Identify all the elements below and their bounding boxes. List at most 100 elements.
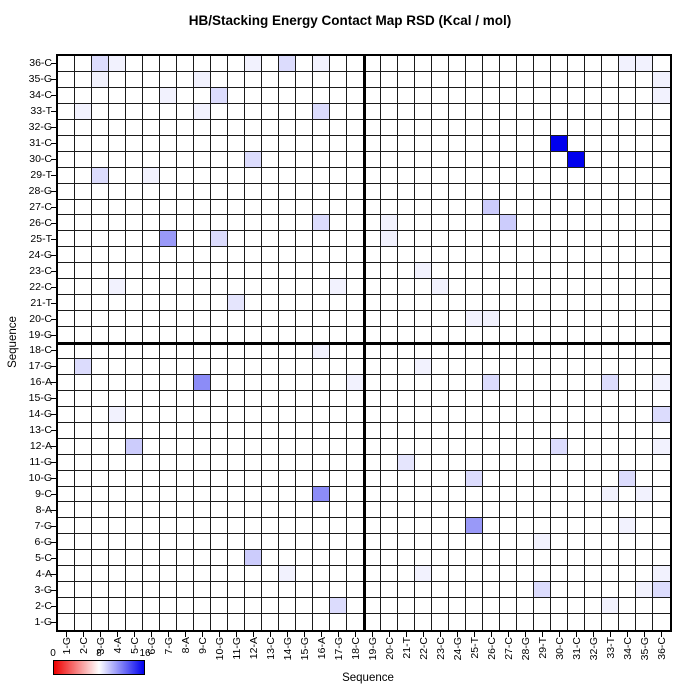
y-axis-tick: [51, 462, 56, 464]
heatmap-cell: [194, 103, 211, 120]
heatmap-cell: [228, 390, 245, 407]
heatmap-cell: [330, 247, 347, 264]
heatmap-cell: [177, 119, 194, 136]
heatmap-cell: [568, 406, 585, 423]
heatmap-cell: [313, 343, 330, 359]
heatmap-cell: [313, 374, 330, 391]
heatmap-cell: [143, 550, 160, 567]
heatmap-cell: [58, 247, 75, 264]
heatmap-cell: [313, 406, 330, 423]
heatmap-cell: [568, 343, 585, 359]
heatmap-cell: [398, 454, 415, 471]
heatmap-cell: [347, 518, 364, 535]
heatmap-cell: [500, 119, 517, 136]
heatmap-cell: [194, 56, 211, 72]
heatmap-cell: [602, 71, 619, 88]
heatmap-cell: [636, 199, 653, 216]
heatmap-cell: [262, 374, 279, 391]
heatmap-cell: [364, 231, 381, 248]
heatmap-cell: [534, 103, 551, 120]
heatmap-cell: [92, 406, 109, 423]
heatmap-cell: [296, 550, 313, 567]
heatmap-cell: [296, 502, 313, 519]
heatmap-cell: [228, 582, 245, 599]
heatmap-cell: [92, 279, 109, 296]
heatmap-cell: [245, 486, 262, 503]
heatmap-cell: [160, 87, 177, 104]
heatmap-cell: [364, 390, 381, 407]
heatmap-cell: [245, 566, 262, 583]
heatmap-cell: [313, 438, 330, 455]
heatmap-cell: [483, 135, 500, 152]
heatmap-cell: [466, 374, 483, 391]
heatmap-cell: [432, 231, 449, 248]
heatmap-cell: [483, 486, 500, 503]
heatmap-cell: [313, 422, 330, 439]
heatmap-cell: [585, 358, 602, 375]
heatmap-cell: [228, 598, 245, 615]
heatmap-cell: [653, 406, 670, 423]
heatmap-cell: [245, 311, 262, 328]
heatmap-cell: [75, 566, 92, 583]
heatmap-cell: [551, 502, 568, 519]
heatmap-cell: [517, 263, 534, 280]
heatmap-cell: [109, 71, 126, 88]
heatmap-cell: [330, 87, 347, 104]
y-axis-tick-label: 14-G: [28, 408, 52, 421]
heatmap-cell: [551, 614, 568, 630]
heatmap-cell: [347, 167, 364, 184]
heatmap-cell: [58, 167, 75, 184]
heatmap-cell: [619, 550, 636, 567]
heatmap-cell: [449, 215, 466, 232]
heatmap-cell: [211, 295, 228, 312]
heatmap-cell: [75, 390, 92, 407]
heatmap-cell: [75, 454, 92, 471]
heatmap-cell: [398, 71, 415, 88]
heatmap-cell: [330, 598, 347, 615]
heatmap-cell: [568, 598, 585, 615]
heatmap-cell: [313, 135, 330, 152]
heatmap-cell: [160, 295, 177, 312]
heatmap-cell: [75, 151, 92, 168]
heatmap-cell: [262, 566, 279, 583]
heatmap-cell: [585, 183, 602, 200]
heatmap-cell: [126, 199, 143, 216]
heatmap-cell: [330, 295, 347, 312]
heatmap-cell: [194, 199, 211, 216]
heatmap-cell: [602, 167, 619, 184]
y-axis-tick-label: 31-C: [29, 137, 52, 150]
heatmap-cell: [194, 183, 211, 200]
heatmap-cell: [58, 311, 75, 328]
heatmap-cell: [58, 103, 75, 120]
heatmap-cell: [466, 295, 483, 312]
heatmap-cell: [483, 247, 500, 264]
heatmap-cell: [619, 422, 636, 439]
heatmap-cell: [653, 247, 670, 264]
heatmap-cell: [500, 151, 517, 168]
heatmap-cell: [126, 550, 143, 567]
heatmap-cell: [653, 358, 670, 375]
y-axis-tick-label: 21-T: [30, 296, 52, 309]
heatmap-cell: [92, 71, 109, 88]
heatmap-cell: [262, 56, 279, 72]
heatmap-cell: [415, 215, 432, 232]
heatmap-cell: [347, 311, 364, 328]
heatmap-cell: [619, 167, 636, 184]
heatmap-cell: [449, 56, 466, 72]
heatmap-cell: [245, 358, 262, 375]
heatmap-cell: [109, 406, 126, 423]
heatmap-cell: [347, 598, 364, 615]
heatmap-cell: [177, 534, 194, 551]
heatmap-cell: [449, 422, 466, 439]
heatmap-cell: [347, 614, 364, 630]
heatmap-cell: [653, 231, 670, 248]
heatmap-cell: [432, 470, 449, 487]
heatmap-cell: [432, 406, 449, 423]
heatmap-cell: [126, 151, 143, 168]
heatmap-cell: [619, 135, 636, 152]
heatmap-cell: [466, 247, 483, 264]
heatmap-cell: [466, 279, 483, 296]
heatmap-cell: [585, 215, 602, 232]
heatmap-cell: [398, 550, 415, 567]
heatmap-cell: [330, 550, 347, 567]
